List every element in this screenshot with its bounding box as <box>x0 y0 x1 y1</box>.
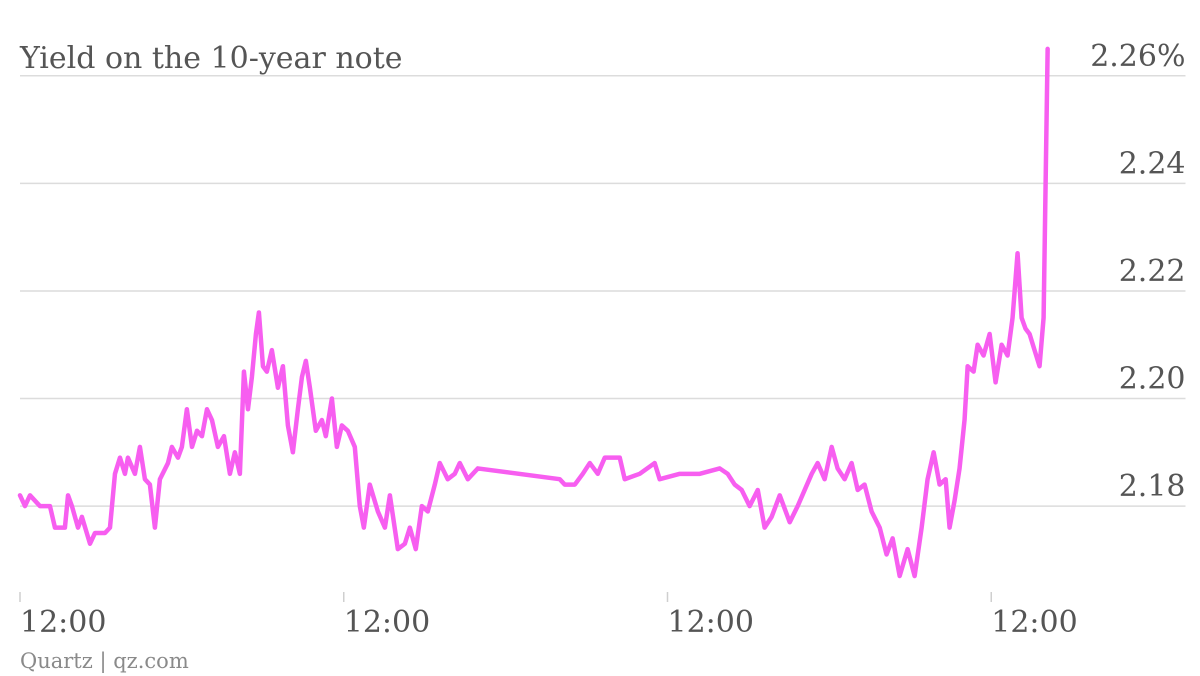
x-tick-label: 12:00 <box>991 605 1077 640</box>
y-tick-label: 2.26% <box>1090 39 1185 74</box>
y-tick-label: 2.24 <box>1119 146 1186 181</box>
chart-title: Yield on the 10-year note <box>19 41 403 76</box>
line <box>17 46 1050 579</box>
x-tick-label: 12:00 <box>668 605 754 640</box>
source: Quartz | qz.com <box>20 649 189 674</box>
y-tick-label: 2.18 <box>1119 469 1186 504</box>
x-tick-label: 12:00 <box>20 605 106 640</box>
x-tick-label: 12:00 <box>344 605 430 640</box>
y-tick-label: 2.20 <box>1119 362 1186 397</box>
y-tick-label: 2.22 <box>1119 254 1186 289</box>
